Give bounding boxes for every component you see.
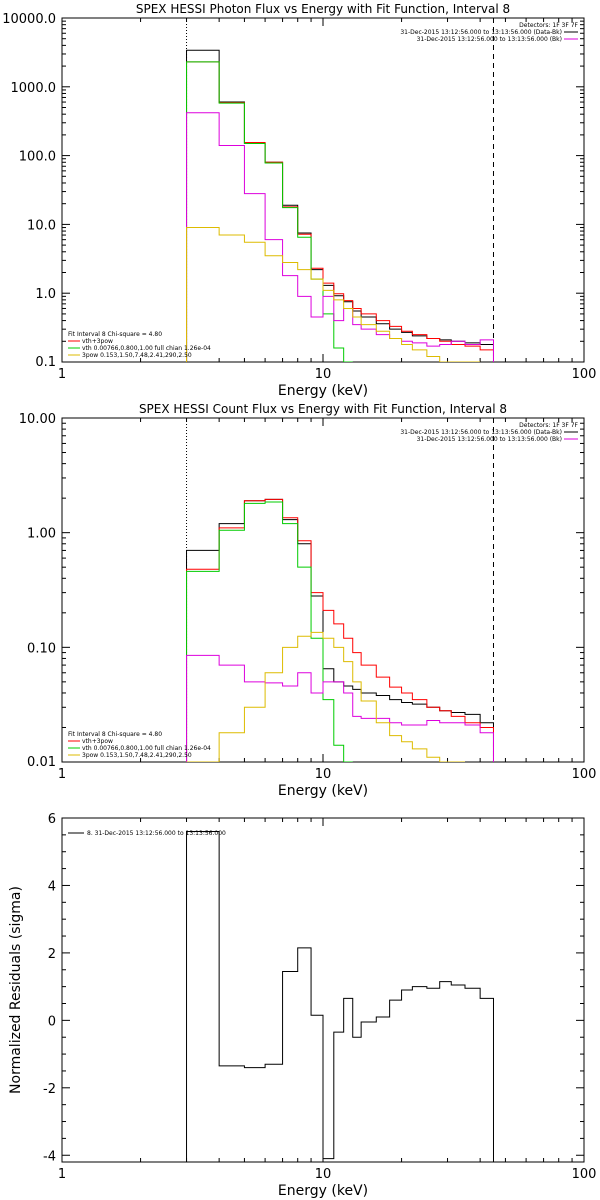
- legend-entry: 8. 31-Dec-2015 13:12:56.000 to 13:13:56.…: [87, 830, 226, 837]
- legend-entry: vth 0.00766,0.800,1.00 full chian 1.26e-…: [82, 345, 211, 352]
- panel-3: 1 10 100 Energy (keV) -4 -2 0 2 4 6 Normalized Res…: [8, 812, 596, 1199]
- y-tick-label: 10.00: [19, 412, 56, 427]
- y-tick-label: 0.10: [27, 641, 56, 656]
- series-line-3: [186, 501, 353, 762]
- series-group: [186, 49, 494, 362]
- y-tick-label: 0: [48, 1014, 56, 1029]
- legend-entry: vth+3pow: [82, 338, 113, 345]
- x-tick-label: 100: [572, 367, 597, 382]
- x-tick-label: 1: [58, 367, 66, 382]
- series-line-2: [186, 61, 494, 362]
- legend-entry: Detectors: 1F 3F 7F: [519, 22, 578, 29]
- series-group: [186, 498, 494, 762]
- x-tick-label: 10: [315, 1167, 332, 1182]
- series-line-1: [186, 830, 494, 1162]
- y-tick-label: 2: [48, 947, 56, 962]
- panel-2: SPEX HESSI Count Flux vs Energy with Fit…: [19, 402, 597, 799]
- x-tick-label: 10: [315, 367, 332, 382]
- x-axis-label: Energy (keV): [278, 783, 368, 799]
- axes-frame: [61, 417, 585, 763]
- legend-entry: Fit Interval 8 Chi-square = 4.80: [68, 331, 162, 338]
- x-axis-label: Energy (keV): [278, 383, 368, 399]
- legend-entry: vth 0.00766,0.800,1.00 full chian 1.26e-…: [82, 745, 211, 752]
- series-line-3: [186, 61, 353, 362]
- legend-entry: 31-Dec-2015 13:12:56.000 to 13:13:56.000…: [417, 36, 562, 43]
- legend-entry: 31-Dec-2015 13:12:56.000 to 13:13:56.000…: [417, 436, 562, 443]
- panel-1: SPEX HESSI Photon Flux vs Energy with Fi…: [2, 2, 596, 399]
- y-tick-label: 6: [48, 812, 56, 827]
- y-tick-label: 100.0: [19, 150, 56, 165]
- x-axis-label: Energy (keV): [278, 1183, 368, 1199]
- series-line-4: [186, 654, 494, 762]
- legend-entry: 31-Dec-2015 13:12:56.000 to 13:13:56.000…: [400, 29, 562, 36]
- y-tick-label: 1.0: [35, 287, 56, 302]
- y-tick-label: -2: [43, 1082, 56, 1097]
- x-tick-label: 100: [572, 767, 597, 782]
- series-line-4: [186, 112, 494, 362]
- series-line-1: [186, 49, 494, 362]
- series-group: [186, 830, 494, 1162]
- x-tick-label: 100: [572, 1167, 597, 1182]
- legend-entry: Fit Interval 8 Chi-square = 4.80: [68, 731, 162, 738]
- y-tick-label: 1.00: [27, 527, 56, 542]
- legend-entry: 3pow 0.153,1.50,7.48,2.41,290,2.50: [82, 352, 192, 359]
- x-tick-label: 10: [315, 767, 332, 782]
- chart-title: SPEX HESSI Photon Flux vs Energy with Fi…: [136, 2, 510, 16]
- legend-entry: 3pow 0.153,1.50,7.48,2.41,290,2.50: [82, 752, 192, 759]
- y-axis-label: Normalized Residuals (sigma): [8, 886, 24, 1094]
- series-line-2: [186, 498, 494, 762]
- y-tick-label: 10.0: [27, 218, 56, 233]
- y-tick-label: -4: [43, 1149, 56, 1164]
- y-tick-label: 0.01: [27, 755, 56, 770]
- y-tick-label: 1000.0: [11, 81, 57, 96]
- legend-entry: 31-Dec-2015 13:12:56.000 to 13:13:56.000…: [400, 429, 562, 436]
- x-tick-label: 1: [58, 1167, 66, 1182]
- legend-entry: vth+3pow: [82, 738, 113, 745]
- chart-title: SPEX HESSI Count Flux vs Energy with Fit…: [139, 402, 507, 416]
- legend-entry: Detectors: 1F 3F 7F: [519, 422, 578, 429]
- series-line-5: [186, 631, 465, 762]
- series-line-5: [186, 227, 481, 362]
- x-tick-label: 1: [58, 767, 66, 782]
- y-tick-label: 0.1: [35, 355, 56, 370]
- y-tick-label: 10000.0: [2, 12, 56, 27]
- y-tick-label: 4: [48, 879, 56, 894]
